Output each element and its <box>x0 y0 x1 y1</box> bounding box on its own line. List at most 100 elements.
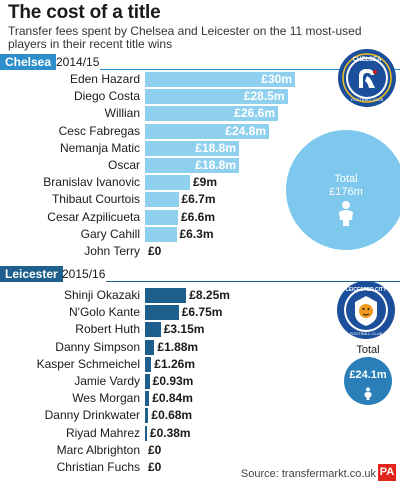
chelsea-logo-ring-text: FOOTBALL CLUB <box>351 97 384 102</box>
leicester-row: Jamie Vardy £0.93m <box>0 373 400 390</box>
leicester-bar <box>145 391 150 407</box>
leicester-value-label: £0 <box>148 442 162 457</box>
chelsea-bar <box>145 175 190 191</box>
leicester-row: Riyad Mahrez £0.38m <box>0 425 400 442</box>
leicester-value-label: £0.93m <box>152 374 194 388</box>
leicester-player-name: Marc Albrighton <box>56 442 140 457</box>
chelsea-header-rule <box>100 69 400 70</box>
leicester-value-label: £0.38m <box>149 425 191 440</box>
leicester-player-silhouette-icon <box>364 387 372 400</box>
leicester-value-label: £1.26m <box>154 356 195 371</box>
chelsea-bar <box>145 89 288 105</box>
chelsea-bar <box>145 106 278 122</box>
leicester-bar <box>145 408 149 424</box>
chelsea-team-tag: Chelsea <box>0 54 57 70</box>
leicester-section-header: Leicester 2015/16 <box>0 266 400 282</box>
chelsea-value-label: £26.6m <box>234 106 275 121</box>
chelsea-bar <box>145 140 239 156</box>
leicester-player-name: Shinji Okazaki <box>63 288 140 302</box>
chelsea-bar <box>145 72 295 87</box>
leicester-row: Shinji Okazaki £8.25m <box>0 287 400 304</box>
leicester-player-name: Jamie Vardy <box>74 374 140 388</box>
leicester-bar <box>145 339 155 355</box>
chelsea-value-label: £6.6m <box>181 209 216 224</box>
chelsea-total-value: £176m <box>329 186 363 198</box>
chelsea-bar <box>145 192 179 208</box>
chelsea-row: Oscar £18.8m <box>0 157 400 174</box>
chelsea-season: 2014/15 <box>56 55 100 69</box>
chelsea-bar <box>145 209 178 225</box>
pa-logo: PA <box>378 464 396 481</box>
chelsea-value-label: £18.8m <box>195 140 236 155</box>
leicester-total-label: Total <box>356 344 380 356</box>
chelsea-row: Nemanja Matic £18.8m <box>0 140 400 157</box>
leicester-value-label: £8.25m <box>189 288 230 302</box>
chelsea-row: Eden Hazard £30m <box>0 71 400 88</box>
page-subtitle: Transfer fees spent by Chelsea and Leice… <box>8 24 362 51</box>
leicester-logo-text: LEICESTER CITY <box>346 287 388 293</box>
chelsea-row: Thibaut Courtois £6.7m <box>0 191 400 208</box>
chelsea-row: Cesar Azpilicueta £6.6m <box>0 209 400 226</box>
chelsea-row: Diego Costa £28.5m <box>0 88 400 105</box>
leicester-season: 2015/16 <box>62 267 106 281</box>
leicester-total-value: £24.1m <box>349 369 387 381</box>
chelsea-section-header: Chelsea 2014/15 <box>0 54 400 70</box>
chelsea-value-label: £30m <box>261 72 292 86</box>
page-title: The cost of a title <box>8 2 161 23</box>
leicester-player-name: Christian Fuchs <box>56 460 140 474</box>
leicester-logo-ring-text: FOOTBALL CLUB <box>350 331 383 336</box>
chelsea-player-name: John Terry <box>84 244 140 258</box>
chelsea-bar <box>145 226 177 242</box>
leicester-value-label: £1.88m <box>157 339 199 354</box>
chelsea-row: Cesc Fabregas £24.8m <box>0 123 400 140</box>
leicester-value-label: £0.68m <box>151 408 193 423</box>
leicester-row: Danny Drinkwater £0.68m <box>0 407 400 424</box>
leicester-player-name: N'Golo Kante <box>69 305 140 320</box>
chelsea-crest-icon: CHELSEA FOOTBALL CLUB <box>338 49 396 107</box>
chelsea-value-label: £9m <box>193 175 218 190</box>
leicester-bar <box>145 425 147 441</box>
chelsea-value-label: £6.7m <box>181 192 216 207</box>
leicester-player-name: Riyad Mahrez <box>65 425 140 440</box>
leicester-row: Marc Albrighton £0 <box>0 442 400 459</box>
leicester-player-name: Danny Simpson <box>55 339 140 354</box>
leicester-bar <box>145 305 179 321</box>
leicester-crest-icon: LEICESTER CITY FOOTBALL CLUB <box>337 281 395 339</box>
chelsea-player-name: Oscar <box>107 158 140 172</box>
leicester-bar <box>145 356 152 372</box>
leicester-value-label: £6.75m <box>181 305 223 320</box>
chelsea-row: Gary Cahill £6.3m <box>0 226 400 243</box>
chelsea-player-silhouette-icon <box>339 201 353 226</box>
chelsea-logo-text: CHELSEA <box>353 57 382 63</box>
chelsea-bar <box>145 158 239 173</box>
chelsea-total-label: Total <box>334 173 358 185</box>
leicester-bar <box>145 322 161 338</box>
chelsea-value-label: £24.8m <box>225 123 266 138</box>
leicester-row: Danny Simpson £1.88m <box>0 339 400 356</box>
chelsea-player-name: Diego Costa <box>73 89 140 104</box>
leicester-player-name: Kasper Schmeichel <box>36 356 140 371</box>
chelsea-value-label: £28.5m <box>243 89 285 104</box>
leicester-row: Wes Morgan £0.84m <box>0 390 400 407</box>
chelsea-player-name: Thibaut Courtois <box>51 192 140 207</box>
chelsea-player-name: Cesc Fabregas <box>58 123 140 138</box>
leicester-value-label: £0 <box>148 460 162 474</box>
chelsea-player-name: Cesar Azpilicueta <box>47 209 140 224</box>
leicester-value-label: £3.15m <box>163 322 205 337</box>
leicester-team-tag: Leicester <box>0 266 63 282</box>
leicester-player-name: Danny Drinkwater <box>44 408 140 423</box>
chelsea-value-label: £6.3m <box>179 226 214 241</box>
leicester-header-rule <box>106 281 400 282</box>
leicester-row: N'Golo Kante £6.75m <box>0 304 400 321</box>
leicester-row: Christian Fuchs £0 <box>0 459 400 476</box>
chelsea-value-label: £18.8m <box>195 158 236 172</box>
leicester-bar <box>145 374 150 389</box>
leicester-bar <box>145 288 187 303</box>
leicester-player-name: Wes Morgan <box>72 391 140 406</box>
chelsea-row: Branislav Ivanovic £9m <box>0 174 400 191</box>
chelsea-row: Willian £26.6m <box>0 105 400 122</box>
leicester-player-name: Robert Huth <box>75 322 140 337</box>
chelsea-row: John Terry £0 <box>0 243 400 260</box>
chelsea-total-circle <box>286 130 400 250</box>
chelsea-player-name: Gary Cahill <box>80 226 140 241</box>
